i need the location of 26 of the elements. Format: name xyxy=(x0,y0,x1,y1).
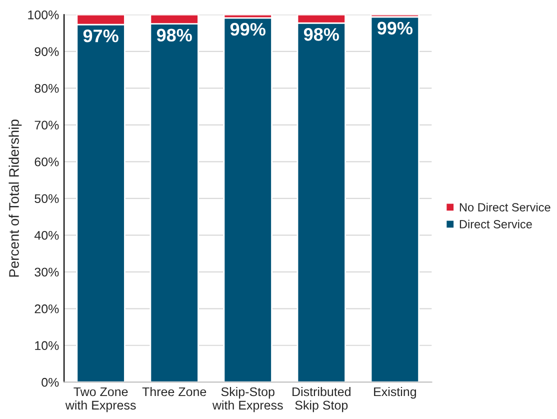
y-tick-label: 90% xyxy=(34,47,59,56)
data-label: 98% xyxy=(156,28,192,42)
data-label: 97% xyxy=(83,30,118,42)
data-label: 99% xyxy=(377,22,413,35)
y-tick-label: 50% xyxy=(34,194,59,204)
x-tick-label: Existing xyxy=(374,386,416,399)
legend-label: Direct Service xyxy=(460,220,532,228)
y-tick-label: 0% xyxy=(42,378,59,387)
x-tick-label: Three Zone xyxy=(142,386,206,396)
data-label: 99% xyxy=(230,22,266,36)
y-tick-label: 20% xyxy=(34,304,59,314)
y-tick-label: 80% xyxy=(34,84,59,93)
y-tick-label: 30% xyxy=(34,268,59,277)
bar xyxy=(223,17,272,382)
y-tick-label: 40% xyxy=(34,230,59,240)
bar xyxy=(370,16,420,382)
y-tick-label: 100% xyxy=(28,10,59,20)
data-label: 98% xyxy=(304,28,339,41)
y-tick-label: 70% xyxy=(34,120,59,130)
x-tick-label: Distributed Skip Stop xyxy=(292,386,350,412)
y-axis-title: Percent of Total Ridership xyxy=(8,120,22,277)
y-tick-label: 10% xyxy=(35,341,59,350)
x-tick-label: Skip-Stop with Express xyxy=(212,386,283,412)
y-tick-label: 60% xyxy=(34,157,59,166)
x-tick-label: Two Zone with Express xyxy=(65,387,136,412)
legend-label: No Direct Service xyxy=(460,202,550,212)
